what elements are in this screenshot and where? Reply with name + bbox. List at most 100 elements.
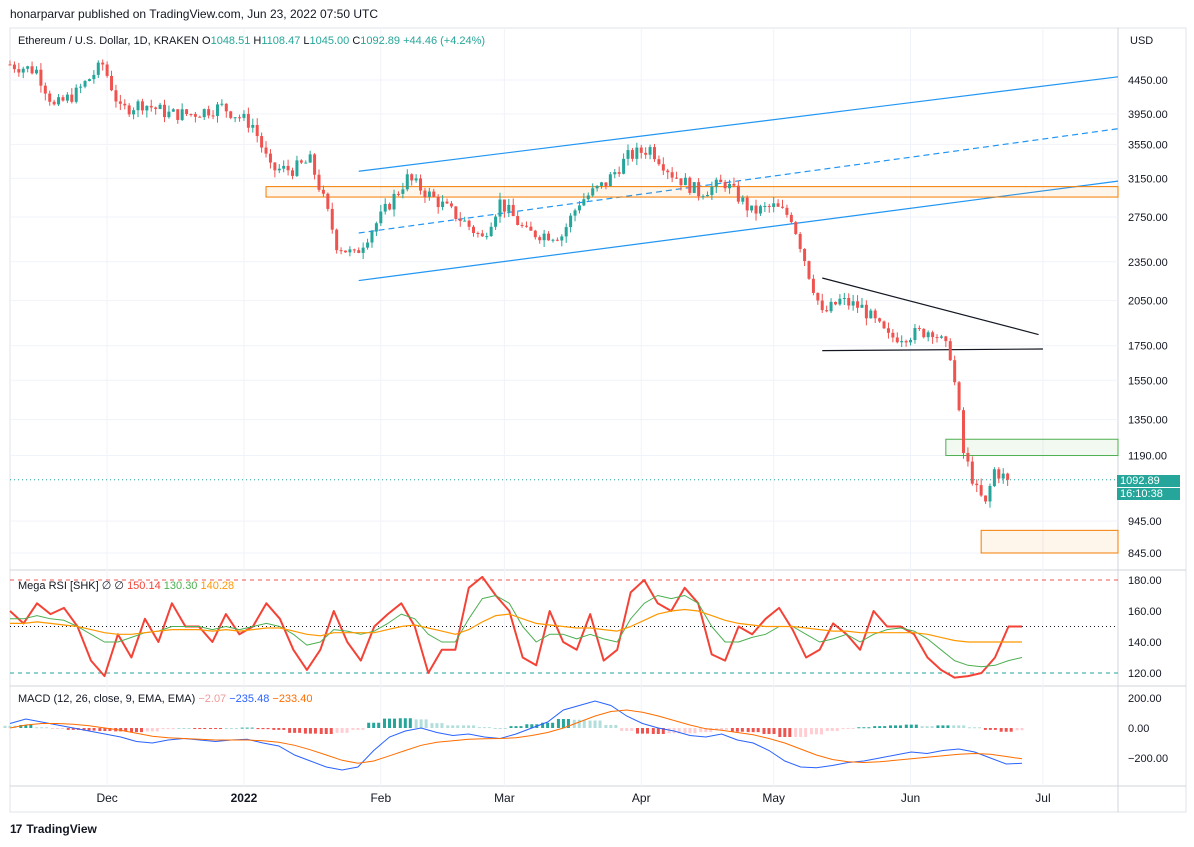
candle-body [74,87,78,102]
macd-histogram-bar [835,728,839,731]
candle-body [48,93,52,102]
candle-body [286,165,290,171]
candle-body [472,226,476,234]
price-tick-label: 4450.00 [1128,75,1168,87]
candle-body [136,101,140,111]
macd-histogram-bar [155,728,159,732]
macd-histogram-bar [245,727,249,729]
price-tick-label: 2750.00 [1128,212,1168,224]
candle-body [304,162,308,164]
candle-body [670,172,674,178]
channel-lower-line [358,180,1119,282]
macd-histogram-bar [240,727,244,729]
macd-histogram-bar [772,728,776,734]
macd-histogram-bar [819,728,823,735]
candle-body [176,109,180,120]
macd-histogram-bar [66,728,70,730]
macd-histogram-bar [108,728,112,731]
candle-body [736,185,740,202]
candle-body [705,194,709,197]
macd-histogram-bar [55,728,59,729]
macd-histogram-bar [541,722,545,728]
macd-histogram-bar [857,727,861,729]
candle-body [118,101,122,104]
macd-histogram-bar [193,728,197,729]
triangle-lower-line [822,348,1043,352]
macd-histogram-bar [29,725,33,728]
macd-histogram-bar [130,728,133,733]
macd-histogram-bar [677,728,681,734]
candle-body [511,204,515,217]
rsi-tick-label: 140.00 [1128,637,1162,649]
candle-body [529,226,533,231]
macd-histogram-bar [941,725,945,728]
candle-body [679,178,683,186]
macd-histogram-bar [3,725,7,728]
candle-body [414,178,418,181]
candle-body [193,114,197,117]
candle-body [432,191,436,197]
channel-mid-line [358,128,1119,234]
macd-histogram-bar [683,728,687,734]
candle-body [873,310,877,319]
tradingview-footer: 17 TradingView [10,822,97,836]
rsi-name: Mega RSI [SHK] [18,580,99,592]
candle-body [639,147,643,153]
macd-histogram-bar [303,728,307,734]
macd-histogram-bar [493,728,497,729]
candle-body [251,124,255,128]
macd-histogram-bar [383,718,386,728]
candle-body [838,298,842,305]
tradingview-logo: 17 [10,822,22,836]
candle-body [569,215,573,228]
candle-body [516,216,520,225]
macd-histogram-bar [298,728,302,733]
rsi-value-3: 140.28 [200,580,235,592]
macd-histogram-bar [82,728,86,731]
time-tick-label: Mar [494,791,515,805]
rsi-tick-label: 160.00 [1128,606,1162,618]
candle-body [229,111,233,118]
candle-body [741,197,745,202]
macd-histogram-bar [519,726,523,728]
axes: Dec 2022 Feb Mar Apr May Jun Jul USD 845.00 945.00… [96,35,1168,805]
support-zone [980,529,1119,554]
candle-body [723,182,727,189]
candle-body [339,250,343,252]
macd-histogram-bar [625,728,629,731]
candle-body [57,97,61,105]
macd-histogram-bar [414,719,418,728]
macd-histogram-bar [667,728,671,734]
macd-histogram-bar [1015,728,1019,731]
macd-histogram-bar [277,728,281,730]
countdown-tag: 16:10:38 [1117,488,1180,500]
candle-body [436,196,440,208]
macd-histogram-bar [814,728,818,735]
rsi-series-line [10,595,1023,668]
time-tick-label: Feb [370,791,391,805]
macd-histogram-bar [209,728,213,729]
price-tick-label: 3150.00 [1128,173,1168,185]
macd-histogram-bar [388,718,391,728]
macd-histogram-bar [730,728,734,732]
candle-body [185,109,189,115]
time-tick-label: 2022 [231,791,258,805]
candle-body [330,208,334,230]
high-value: 1108.47 [261,35,301,47]
macd-histogram-bar [50,728,54,729]
candle-body [335,229,339,251]
macd-histogram-bar [794,728,798,737]
candle-body [856,301,860,308]
candle-body [379,211,383,224]
macd-histogram-bar [319,728,323,734]
macd-histogram-bar [983,728,987,730]
candle-body [127,105,131,115]
candle-body [922,328,926,338]
candle-body [419,178,423,191]
candle-body [935,337,939,339]
candle-body [52,101,56,105]
candle-body [352,249,356,251]
macd-value-1: −2.07 [198,693,227,705]
macd-histogram-bar [60,728,64,729]
